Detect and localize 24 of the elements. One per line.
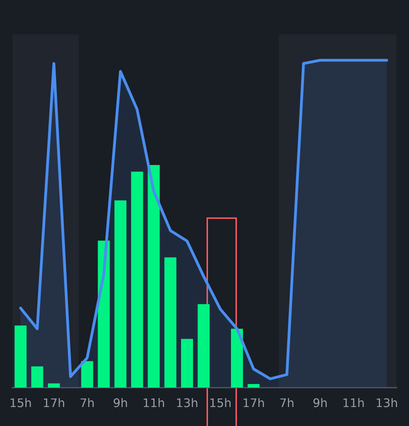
- x-tick-label: 15h: [210, 398, 231, 408]
- bar: [248, 384, 260, 388]
- bar: [114, 200, 126, 388]
- x-tick-label: 9h: [313, 398, 327, 408]
- x-tick-label: 15h: [10, 398, 31, 408]
- bar: [131, 172, 144, 388]
- bar: [230, 328, 243, 388]
- x-tick-label: 9h: [114, 398, 127, 408]
- x-tick-label: 13h: [376, 398, 397, 408]
- bar: [14, 325, 27, 388]
- x-tick-label: 7h: [80, 398, 94, 408]
- bar: [181, 338, 194, 388]
- x-tick-label: 11h: [144, 398, 164, 408]
- x-tick-label: 13h: [177, 398, 198, 408]
- bar: [48, 383, 60, 388]
- x-tick-label: 7h: [280, 398, 294, 408]
- bar: [164, 257, 176, 388]
- x-tick-label: 17h: [44, 398, 64, 408]
- bar: [148, 165, 160, 388]
- x-tick-label: 11h: [344, 398, 364, 408]
- bar: [198, 304, 210, 388]
- bar: [81, 361, 94, 388]
- bar: [31, 366, 44, 388]
- x-tick-label: 17h: [244, 398, 264, 408]
